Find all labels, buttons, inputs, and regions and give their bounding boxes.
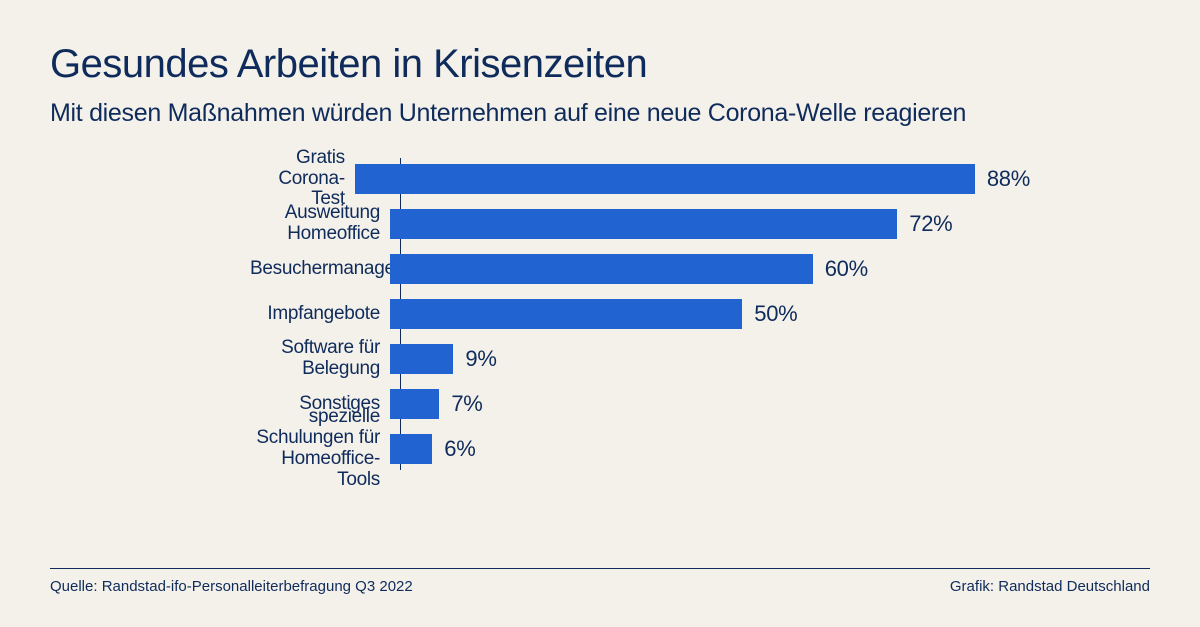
bar-wrap: 50% [390,299,797,329]
credit-text: Grafik: Randstad Deutschland [950,578,1150,595]
source-text: Quelle: Randstad-ifo-Personalleiterbefra… [50,578,413,595]
bar-value: 7% [451,391,482,417]
bar-value: 50% [754,301,797,327]
bar [390,389,439,419]
bar-wrap: 7% [390,389,483,419]
bar-wrap: 72% [390,209,952,239]
chart-row: Gratis Corona-Test88% [250,164,1030,194]
bar-label: Gratis Corona-Test [250,148,355,211]
bar [390,434,432,464]
bar [390,344,453,374]
bar-label: Impfangebote [250,304,390,325]
bar-wrap: 88% [355,164,1030,194]
bar-label: Besuchermanagement [250,259,390,280]
bar-value: 88% [987,166,1030,192]
bar-label: Ausweitung Homeoffice [250,203,390,245]
bar-wrap: 6% [390,434,475,464]
bar-value: 9% [465,346,496,372]
bar-value: 6% [444,436,475,462]
chart-row: Besuchermanagement 60% [250,254,1030,284]
bar-value: 60% [825,256,868,282]
bar [355,164,975,194]
chart-row: Impfangebote 50% [250,299,1030,329]
chart-title: Gesundes Arbeiten in Krisenzeiten [50,42,1150,87]
bar-wrap: 9% [390,344,497,374]
chart-row: spezielle Schulungen für Homeoffice-Tool… [250,434,1030,464]
bar-wrap: 60% [390,254,868,284]
bar [390,209,897,239]
bar [390,299,742,329]
chart-footer: Quelle: Randstad-ifo-Personalleiterbefra… [50,578,1150,595]
bar [390,254,813,284]
bar-label: Software für Belegung [250,338,390,380]
bar-value: 72% [909,211,952,237]
bar-label: spezielle Schulungen für Homeoffice-Tool… [250,407,390,491]
chart-row: Software für Belegung9% [250,344,1030,374]
footer-divider [50,568,1150,569]
chart-row: Ausweitung Homeoffice72% [250,209,1030,239]
chart-container: Gesundes Arbeiten in Krisenzeiten Mit di… [0,0,1200,464]
chart-subtitle: Mit diesen Maßnahmen würden Unternehmen … [50,99,1150,128]
bar-chart: Gratis Corona-Test88% Ausweitung Homeoffi… [250,164,1030,464]
